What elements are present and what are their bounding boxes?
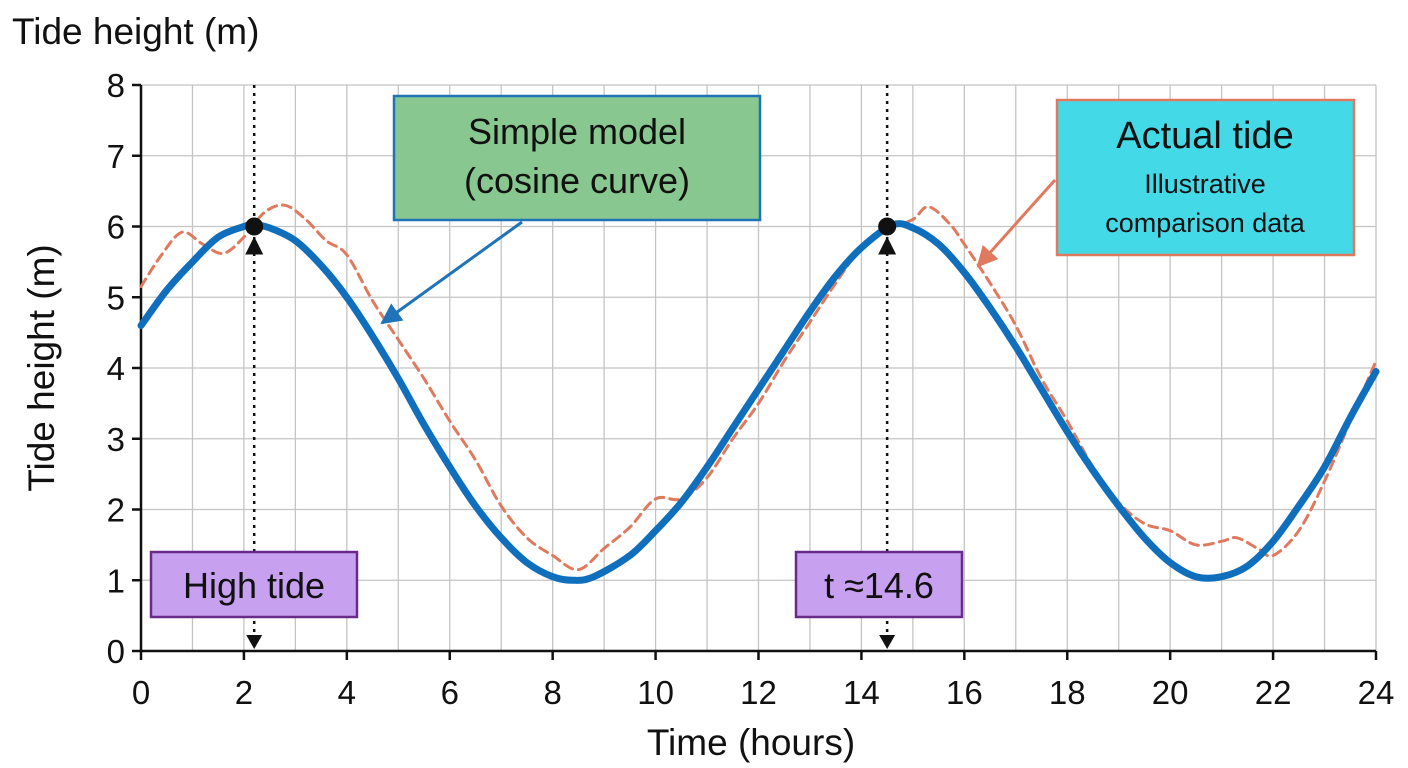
x-axis-title: Time (hours) <box>647 722 855 763</box>
model-annotation-line2: (cosine curve) <box>464 160 690 201</box>
series-line-actual-tide <box>139 203 1378 572</box>
y-tick-label: 0 <box>107 633 125 670</box>
high-tide-label: High tide <box>149 550 359 619</box>
x-tick-label: 14 <box>843 674 880 711</box>
chart-title: Tide height (m) <box>12 11 259 52</box>
y-tick-label: 7 <box>107 138 125 175</box>
model-annotation-box <box>392 94 762 222</box>
y-tick-label: 1 <box>107 562 125 599</box>
high-tide-point <box>245 217 264 236</box>
x-tick-label: 18 <box>1049 674 1086 711</box>
time-label-text: t ≈14.6 <box>824 565 934 606</box>
vertical-marker-arrow-up <box>245 236 264 255</box>
x-tick-label: 10 <box>637 674 674 711</box>
x-tick-label: 8 <box>543 674 561 711</box>
x-tick-label: 12 <box>740 674 777 711</box>
high-tide-label-text: High tide <box>183 565 325 606</box>
time-label: t ≈14.6 <box>794 550 964 619</box>
actual-annotation-line2: Illustrative <box>1144 169 1266 199</box>
vertical-marker-arrow-down <box>879 635 896 649</box>
vertical-marker-arrow-up <box>878 236 897 255</box>
y-axis-title: Tide height (m) <box>21 244 62 491</box>
y-tick-label: 8 <box>107 67 125 104</box>
time-label-box <box>794 550 964 619</box>
x-tick-label: 2 <box>235 674 253 711</box>
y-tick-label: 6 <box>107 209 125 246</box>
model-annotation-line1: Simple model <box>468 111 686 152</box>
series-line-simple-model <box>137 220 1380 584</box>
model-annotation-arrow <box>380 220 523 325</box>
y-tick-label: 2 <box>107 492 125 529</box>
x-tick-label: 16 <box>946 674 983 711</box>
x-tick-label: 4 <box>338 674 356 711</box>
series-lines <box>137 203 1380 584</box>
model-annotation: Simple model (cosine curve) <box>380 94 762 325</box>
y-tick-label: 4 <box>107 350 125 387</box>
actual-annotation: Actual tide Illustrative comparison data <box>976 98 1356 268</box>
y-tick-label: 3 <box>107 421 125 458</box>
x-tick-label: 6 <box>441 674 459 711</box>
actual-annotation-line3: comparison data <box>1105 208 1306 238</box>
actual-annotation-box <box>1055 98 1356 257</box>
actual-annotation-line1: Actual tide <box>1116 115 1293 157</box>
high-tide-label-box <box>149 550 359 619</box>
x-tick-label: 24 <box>1358 674 1395 711</box>
x-tick-labels: 0 2 4 6 8 10 12 14 16 18 20 22 24 <box>132 651 1395 711</box>
vertical-markers <box>245 85 897 649</box>
vertical-marker-arrow-down <box>246 635 263 649</box>
y-tick-labels: 0 1 2 3 4 5 6 7 8 <box>107 67 141 670</box>
x-tick-label: 0 <box>132 674 150 711</box>
actual-annotation-arrow <box>976 178 1057 268</box>
x-tick-label: 22 <box>1255 674 1292 711</box>
y-tick-label: 5 <box>107 279 125 316</box>
high-tide-point <box>878 217 897 236</box>
high-tide-points <box>245 217 897 236</box>
x-tick-label: 20 <box>1152 674 1189 711</box>
